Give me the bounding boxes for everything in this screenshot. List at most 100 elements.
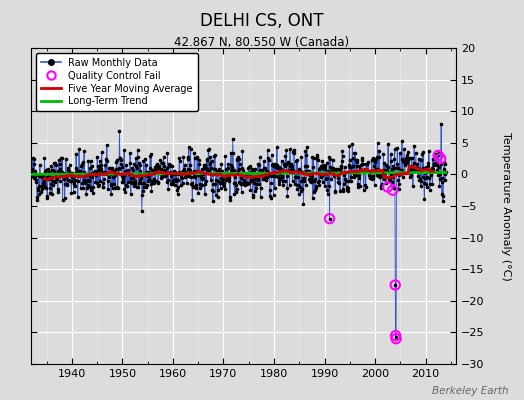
Point	[313, 156, 321, 162]
Point	[442, 169, 450, 175]
Point	[145, 172, 154, 178]
Point	[282, 173, 291, 179]
Point	[193, 154, 202, 160]
Point	[400, 146, 408, 152]
Point	[365, 172, 373, 178]
Point	[66, 178, 74, 184]
Point	[169, 177, 178, 184]
Point	[146, 180, 155, 187]
Point	[183, 173, 191, 179]
Point	[268, 152, 276, 159]
Point	[166, 162, 174, 168]
Point	[438, 190, 446, 197]
Point	[312, 154, 321, 160]
Point	[216, 179, 224, 185]
Point	[341, 169, 350, 175]
Point	[264, 155, 272, 161]
Point	[427, 172, 435, 178]
Point	[274, 165, 282, 172]
Point	[78, 162, 86, 168]
Point	[219, 181, 227, 187]
Point	[366, 175, 374, 182]
Point	[299, 174, 307, 181]
Point	[125, 171, 133, 178]
Point	[81, 173, 90, 180]
Point	[197, 171, 205, 178]
Point	[221, 186, 229, 193]
Point	[361, 166, 369, 172]
Point	[421, 170, 429, 177]
Point	[64, 167, 72, 173]
Point	[239, 167, 247, 173]
Point	[36, 172, 45, 179]
Point	[201, 190, 209, 197]
Point	[345, 178, 353, 184]
Point	[49, 177, 57, 184]
Point	[380, 160, 388, 166]
Point	[52, 162, 60, 168]
Point	[185, 144, 193, 150]
Point	[193, 154, 201, 161]
Point	[271, 161, 279, 168]
Point	[372, 159, 380, 166]
Point	[133, 146, 141, 153]
Point	[269, 161, 277, 168]
Point	[256, 193, 265, 200]
Point	[54, 189, 62, 196]
Point	[127, 191, 135, 198]
Point	[358, 156, 367, 163]
Point	[397, 168, 406, 175]
Point	[257, 168, 266, 174]
Point	[105, 174, 113, 180]
Point	[223, 165, 232, 171]
Point	[307, 171, 315, 177]
Point	[401, 170, 409, 176]
Point	[384, 164, 392, 170]
Point	[266, 187, 275, 194]
Point	[334, 179, 343, 186]
Point	[117, 173, 126, 179]
Point	[385, 174, 393, 181]
Point	[389, 165, 398, 172]
Point	[431, 159, 440, 166]
Point	[203, 166, 211, 172]
Point	[191, 155, 199, 162]
Point	[60, 172, 69, 179]
Point	[304, 168, 313, 174]
Point	[176, 170, 184, 176]
Point	[384, 184, 392, 190]
Point	[90, 171, 98, 177]
Point	[141, 184, 150, 190]
Point	[342, 178, 350, 184]
Point	[155, 163, 163, 170]
Point	[234, 154, 243, 160]
Point	[265, 171, 274, 178]
Point	[337, 157, 346, 164]
Point	[104, 186, 112, 192]
Point	[195, 185, 204, 192]
Point	[268, 162, 277, 168]
Point	[220, 180, 228, 186]
Point	[124, 167, 132, 174]
Point	[184, 156, 193, 163]
Point	[238, 148, 247, 154]
Point	[281, 153, 290, 160]
Point	[64, 177, 73, 184]
Point	[267, 180, 275, 187]
Point	[226, 194, 234, 200]
Point	[189, 182, 198, 189]
Point	[246, 187, 255, 193]
Point	[268, 170, 277, 177]
Point	[132, 154, 140, 161]
Point	[430, 161, 438, 168]
Point	[69, 175, 78, 181]
Point	[391, 332, 400, 339]
Point	[192, 185, 201, 191]
Point	[296, 188, 304, 194]
Point	[365, 169, 373, 175]
Point	[254, 177, 262, 184]
Point	[157, 172, 166, 179]
Point	[83, 170, 92, 177]
Point	[151, 178, 160, 184]
Point	[257, 185, 265, 191]
